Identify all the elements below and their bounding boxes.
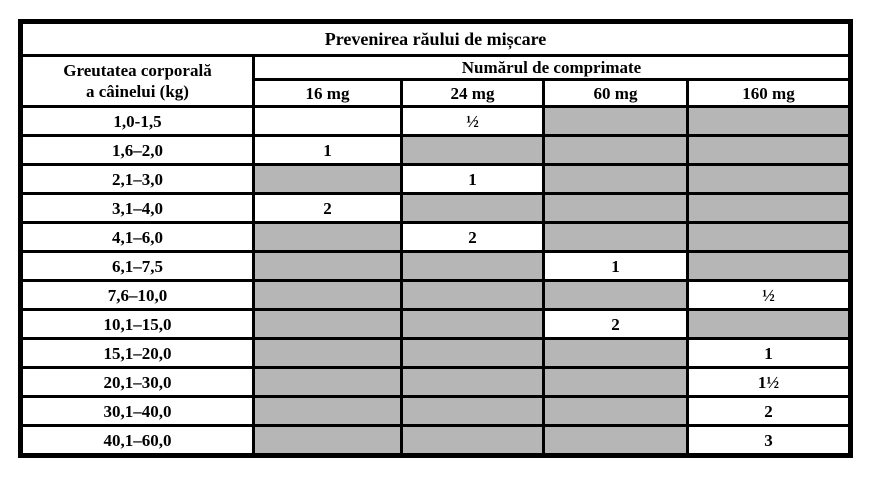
dose-column-header-160-mg: 160 mg xyxy=(686,78,852,109)
table-row: 15,1–20,0 1 xyxy=(19,337,852,370)
shaded-cell xyxy=(400,192,545,225)
dose-count-cell: 1 xyxy=(542,250,689,283)
weight-range-cell: 2,1–3,0 xyxy=(19,163,255,196)
table-row: 1,6–2,0 1 xyxy=(19,134,852,167)
shaded-cell xyxy=(686,250,852,283)
weight-range-cell: 6,1–7,5 xyxy=(19,250,255,283)
weight-range-cell: 30,1–40,0 xyxy=(19,395,255,428)
dose-count-cell xyxy=(252,105,403,138)
table-row: 40,1–60,0 3 xyxy=(19,424,852,458)
table-row: 1,0-1,5 ½ xyxy=(19,105,852,138)
weight-column-header: Greutatea corporală a câinelui (kg) xyxy=(19,53,255,109)
dose-count-cell: 1 xyxy=(686,337,852,370)
dose-column-header-16-mg: 16 mg xyxy=(252,78,403,109)
weight-range-cell: 40,1–60,0 xyxy=(19,424,255,458)
weight-range-cell: 7,6–10,0 xyxy=(19,279,255,312)
shaded-cell xyxy=(400,395,545,428)
shaded-cell xyxy=(542,279,689,312)
table-header-row: Greutatea corporală a câinelui (kg) Numă… xyxy=(19,53,852,109)
weight-range-cell: 3,1–4,0 xyxy=(19,192,255,225)
table-title: Prevenirea răului de mișcare xyxy=(19,20,852,57)
dose-count-cell: 2 xyxy=(400,221,545,254)
dose-count-cell: 2 xyxy=(542,308,689,341)
shaded-cell xyxy=(400,424,545,458)
dose-count-cell: 1 xyxy=(252,134,403,167)
weight-header-line1: Greutatea corporală xyxy=(63,61,212,81)
weight-range-cell: 10,1–15,0 xyxy=(19,308,255,341)
shaded-cell xyxy=(686,105,852,138)
table-row: 20,1–30,0 1½ xyxy=(19,366,852,399)
table-row: 4,1–6,0 2 xyxy=(19,221,852,254)
weight-range-cell: 15,1–20,0 xyxy=(19,337,255,370)
shaded-cell xyxy=(400,337,545,370)
table-title-row: Prevenirea răului de mișcare xyxy=(19,20,852,57)
shaded-cell xyxy=(542,337,689,370)
dose-column-header-60-mg: 60 mg xyxy=(542,78,689,109)
shaded-cell xyxy=(400,279,545,312)
shaded-cell xyxy=(252,221,403,254)
table-row: 10,1–15,0 2 xyxy=(19,308,852,341)
shaded-cell xyxy=(542,192,689,225)
shaded-cell xyxy=(400,134,545,167)
table-row: 7,6–10,0 ½ xyxy=(19,279,852,312)
shaded-cell xyxy=(252,279,403,312)
table-row: 30,1–40,0 2 xyxy=(19,395,852,428)
shaded-cell xyxy=(542,134,689,167)
shaded-cell xyxy=(252,250,403,283)
dose-count-cell: 3 xyxy=(686,424,852,458)
tablets-count-header: Numărul de comprimate xyxy=(252,53,852,82)
dose-count-cell: ½ xyxy=(686,279,852,312)
table-row: 2,1–3,0 1 xyxy=(19,163,852,196)
dose-count-cell: 2 xyxy=(252,192,403,225)
shaded-cell xyxy=(400,366,545,399)
shaded-cell xyxy=(542,163,689,196)
shaded-cell xyxy=(542,221,689,254)
shaded-cell xyxy=(252,163,403,196)
shaded-cell xyxy=(542,105,689,138)
dose-column-header-24-mg: 24 mg xyxy=(400,78,545,109)
table-row: 3,1–4,0 2 xyxy=(19,192,852,225)
weight-range-cell: 20,1–30,0 xyxy=(19,366,255,399)
shaded-cell xyxy=(252,424,403,458)
shaded-cell xyxy=(400,308,545,341)
shaded-cell xyxy=(400,250,545,283)
shaded-cell xyxy=(542,366,689,399)
dose-count-cell: 1½ xyxy=(686,366,852,399)
dose-count-cell: ½ xyxy=(400,105,545,138)
weight-range-cell: 1,6–2,0 xyxy=(19,134,255,167)
motion-sickness-dose-table: Prevenirea răului de mișcare Greutatea c… xyxy=(18,19,853,459)
shaded-cell xyxy=(252,366,403,399)
shaded-cell xyxy=(542,395,689,428)
dose-count-cell: 2 xyxy=(686,395,852,428)
dose-strength-header-row: 16 mg 24 mg 60 mg 160 mg xyxy=(21,78,852,109)
shaded-cell xyxy=(542,424,689,458)
shaded-cell xyxy=(686,192,852,225)
shaded-cell xyxy=(252,395,403,428)
shaded-cell xyxy=(252,337,403,370)
weight-range-cell: 1,0-1,5 xyxy=(19,105,255,138)
shaded-cell xyxy=(686,308,852,341)
table-row: 6,1–7,5 1 xyxy=(19,250,852,283)
shaded-cell xyxy=(686,221,852,254)
weight-header-line2: a câinelui (kg) xyxy=(86,82,189,102)
weight-range-cell: 4,1–6,0 xyxy=(19,221,255,254)
shaded-cell xyxy=(686,134,852,167)
shaded-cell xyxy=(252,308,403,341)
shaded-cell xyxy=(686,163,852,196)
dose-count-cell: 1 xyxy=(400,163,545,196)
